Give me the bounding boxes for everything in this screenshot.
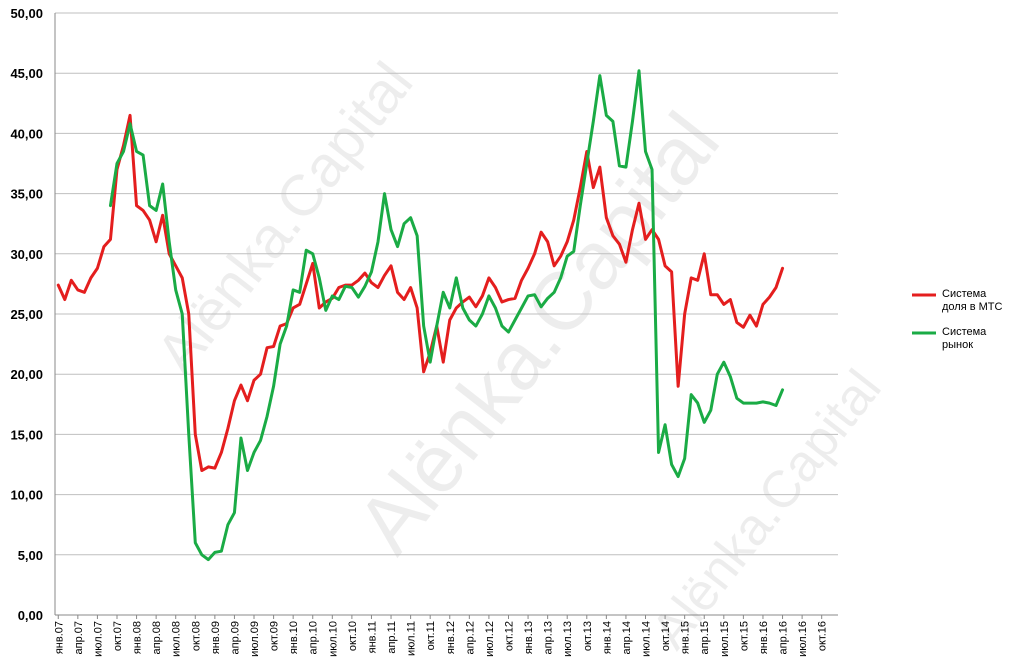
x-tick-label: апр.16: [778, 621, 790, 654]
x-tick-label: окт.10: [347, 621, 359, 651]
y-tick-label: 35,00: [10, 187, 43, 202]
x-tick-label: апр.13: [543, 621, 555, 654]
x-tick-label: июл.10: [327, 621, 339, 657]
x-tick-label: июл.14: [641, 621, 653, 657]
y-tick-label: 50,00: [10, 6, 43, 21]
x-tick-label: окт.13: [582, 621, 594, 651]
x-tick-label: янв.14: [601, 621, 613, 654]
x-tick-label: апр.11: [386, 621, 398, 654]
y-tick-label: 0,00: [18, 608, 43, 623]
y-tick-label: 5,00: [18, 548, 43, 563]
series-line: [56, 113, 785, 473]
legend-label: Система доля в МТС: [942, 288, 1003, 313]
x-tick-label: янв.15: [680, 621, 692, 654]
x-tick-label: окт.09: [269, 621, 281, 651]
x-tick-label: апр.12: [464, 621, 476, 654]
y-tick-label: 45,00: [10, 66, 43, 81]
x-tick-label: июл.09: [249, 621, 261, 657]
x-tick-label: янв.13: [523, 621, 535, 654]
x-tick-label: янв.11: [366, 621, 378, 653]
legend-label: Система рынок: [942, 326, 987, 351]
x-tick-label: окт.08: [190, 621, 202, 651]
x-tick-label: апр.15: [699, 621, 711, 654]
y-tick-label: 25,00: [10, 307, 43, 322]
x-tick-label: июл.13: [562, 621, 574, 657]
x-tick-label: окт.12: [503, 621, 515, 651]
x-tick-label: янв.07: [53, 621, 65, 654]
x-tick-label: июл.15: [719, 621, 731, 657]
x-tick-label: апр.08: [151, 621, 163, 654]
x-tick-label: июл.12: [484, 621, 496, 657]
y-tick-label: 20,00: [10, 367, 43, 382]
x-tick-label: окт.16: [817, 621, 829, 651]
x-tick-label: окт.07: [112, 621, 124, 651]
x-tick-label: апр.10: [308, 621, 320, 654]
x-tick-label: янв.08: [132, 621, 144, 654]
x-tick-label: окт.11: [425, 621, 437, 650]
x-tick-label: янв.09: [210, 621, 222, 654]
watermark: Alënka.Capital: [340, 97, 737, 570]
x-tick-label: янв.10: [288, 621, 300, 654]
x-tick-label: окт.14: [660, 621, 672, 651]
x-tick-label: июл.07: [92, 621, 104, 657]
x-tick-label: янв.16: [758, 621, 770, 654]
y-tick-label: 30,00: [10, 247, 43, 262]
y-tick-label: 10,00: [10, 488, 43, 503]
x-tick-label: июл.08: [171, 621, 183, 657]
x-tick-label: апр.09: [229, 621, 241, 654]
y-tick-label: 40,00: [10, 126, 43, 141]
x-tick-label: окт.15: [738, 621, 750, 651]
series-line: [108, 69, 785, 562]
x-tick-label: апр.14: [621, 621, 633, 654]
x-tick-label: июл.11: [406, 621, 418, 656]
y-tick-label: 15,00: [10, 427, 43, 442]
x-tick-label: июл.16: [797, 621, 809, 657]
x-tick-label: апр.07: [73, 621, 85, 654]
x-tick-label: янв.12: [445, 621, 457, 654]
